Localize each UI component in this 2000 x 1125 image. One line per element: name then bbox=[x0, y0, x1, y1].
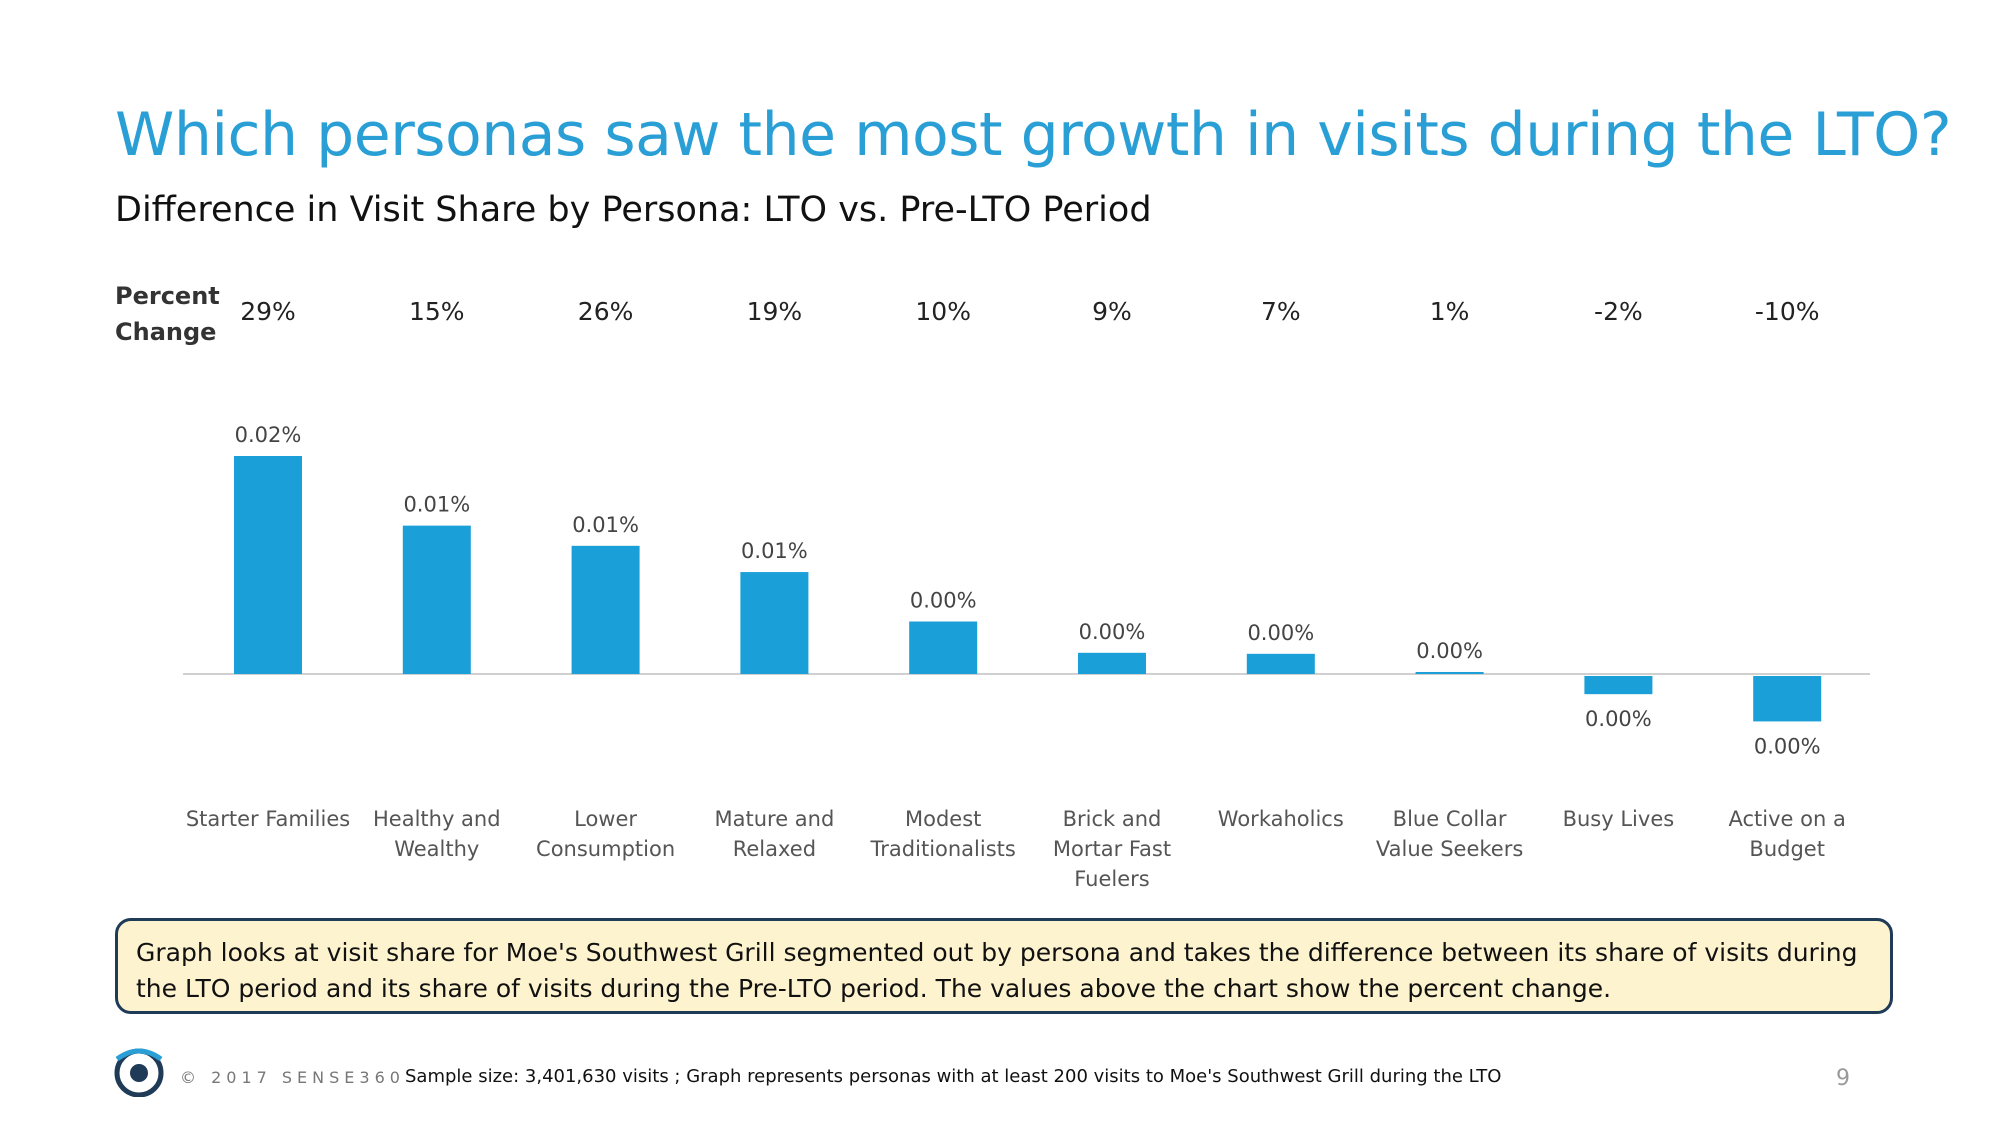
percent-change-value: 10% bbox=[915, 297, 971, 326]
category-label: Brick and bbox=[1063, 807, 1162, 831]
percent-change-value: 7% bbox=[1260, 297, 1301, 326]
bar bbox=[1415, 671, 1484, 674]
copyright-text: © 2017 SENSE360 bbox=[180, 1068, 405, 1087]
percent-change-value: 26% bbox=[577, 297, 634, 326]
category-label: Active on a bbox=[1729, 807, 1846, 831]
chart-subtitle: Difference in Visit Share by Persona: LT… bbox=[115, 190, 1152, 230]
bar bbox=[402, 525, 471, 674]
category-label: Relaxed bbox=[733, 837, 816, 861]
data-label: 0.00% bbox=[1079, 620, 1146, 644]
category-label: Blue Collar bbox=[1393, 807, 1507, 831]
category-label: Starter Families bbox=[186, 807, 350, 831]
category-label: Mature and bbox=[714, 807, 834, 831]
data-label: 0.01% bbox=[403, 493, 470, 517]
percent-change-value: 1% bbox=[1429, 297, 1470, 326]
explanation-note-text: Graph looks at visit share for Moe's Sou… bbox=[136, 938, 1858, 1003]
percent-change-value: 29% bbox=[240, 297, 296, 326]
category-label: Wealthy bbox=[394, 837, 479, 861]
category-label: Busy Lives bbox=[1563, 807, 1675, 831]
category-label: Modest bbox=[905, 807, 981, 831]
bar bbox=[1753, 676, 1822, 722]
sense360-logo-icon bbox=[114, 1048, 164, 1097]
category-label: Value Seekers bbox=[1376, 837, 1523, 861]
category-label: Fuelers bbox=[1074, 867, 1150, 891]
data-label: 0.00% bbox=[1754, 734, 1821, 758]
percent-change-value: 15% bbox=[409, 297, 465, 326]
explanation-note: Graph looks at visit share for Moe's Sou… bbox=[115, 918, 1893, 1014]
category-label: Lower bbox=[574, 807, 637, 831]
page-number: 9 bbox=[1836, 1066, 1850, 1091]
bar bbox=[571, 545, 640, 674]
data-label: 0.00% bbox=[1247, 621, 1314, 645]
data-label: 0.00% bbox=[910, 589, 977, 613]
data-label: 0.02% bbox=[235, 423, 302, 447]
page-title: Which personas saw the most growth in vi… bbox=[115, 100, 1952, 170]
percent-change-value: 9% bbox=[1092, 297, 1132, 326]
bar bbox=[909, 621, 978, 674]
sample-size-note: Sample size: 3,401,630 visits ; Graph re… bbox=[405, 1066, 1502, 1087]
category-label: Consumption bbox=[536, 837, 675, 861]
bar bbox=[1584, 676, 1653, 695]
percent-change-value: -10% bbox=[1754, 297, 1820, 326]
category-label: Mortar Fast bbox=[1053, 837, 1171, 861]
bar bbox=[234, 456, 302, 674]
data-label: 0.01% bbox=[572, 513, 639, 537]
category-label: Healthy and bbox=[373, 807, 501, 831]
bar bbox=[1078, 652, 1146, 674]
bar bbox=[740, 572, 809, 674]
category-label: Budget bbox=[1749, 837, 1825, 861]
data-label: 0.00% bbox=[1416, 639, 1483, 663]
category-label: Traditionalists bbox=[870, 837, 1016, 861]
category-label: Workaholics bbox=[1218, 807, 1344, 831]
percent-change-value: -2% bbox=[1594, 297, 1643, 326]
data-label: 0.01% bbox=[741, 539, 808, 563]
percent-change-value: 19% bbox=[746, 297, 803, 326]
bar-chart: 0.02% Starter Families 0.01% Healthy and Wea… bbox=[183, 423, 1870, 891]
data-label: 0.00% bbox=[1585, 707, 1652, 731]
bar bbox=[1246, 653, 1315, 674]
